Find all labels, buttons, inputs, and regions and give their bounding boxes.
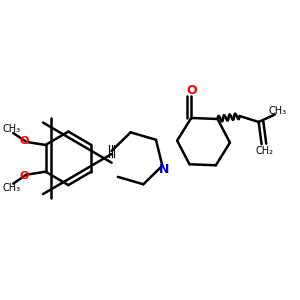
Text: O: O <box>20 136 29 146</box>
Text: N: N <box>159 163 169 176</box>
Text: CH₃: CH₃ <box>3 183 21 193</box>
Text: CH₃: CH₃ <box>269 106 287 116</box>
Text: CH₂: CH₂ <box>256 146 274 156</box>
Text: CH₃: CH₃ <box>3 124 21 134</box>
Text: O: O <box>186 84 196 97</box>
Text: O: O <box>20 171 29 181</box>
